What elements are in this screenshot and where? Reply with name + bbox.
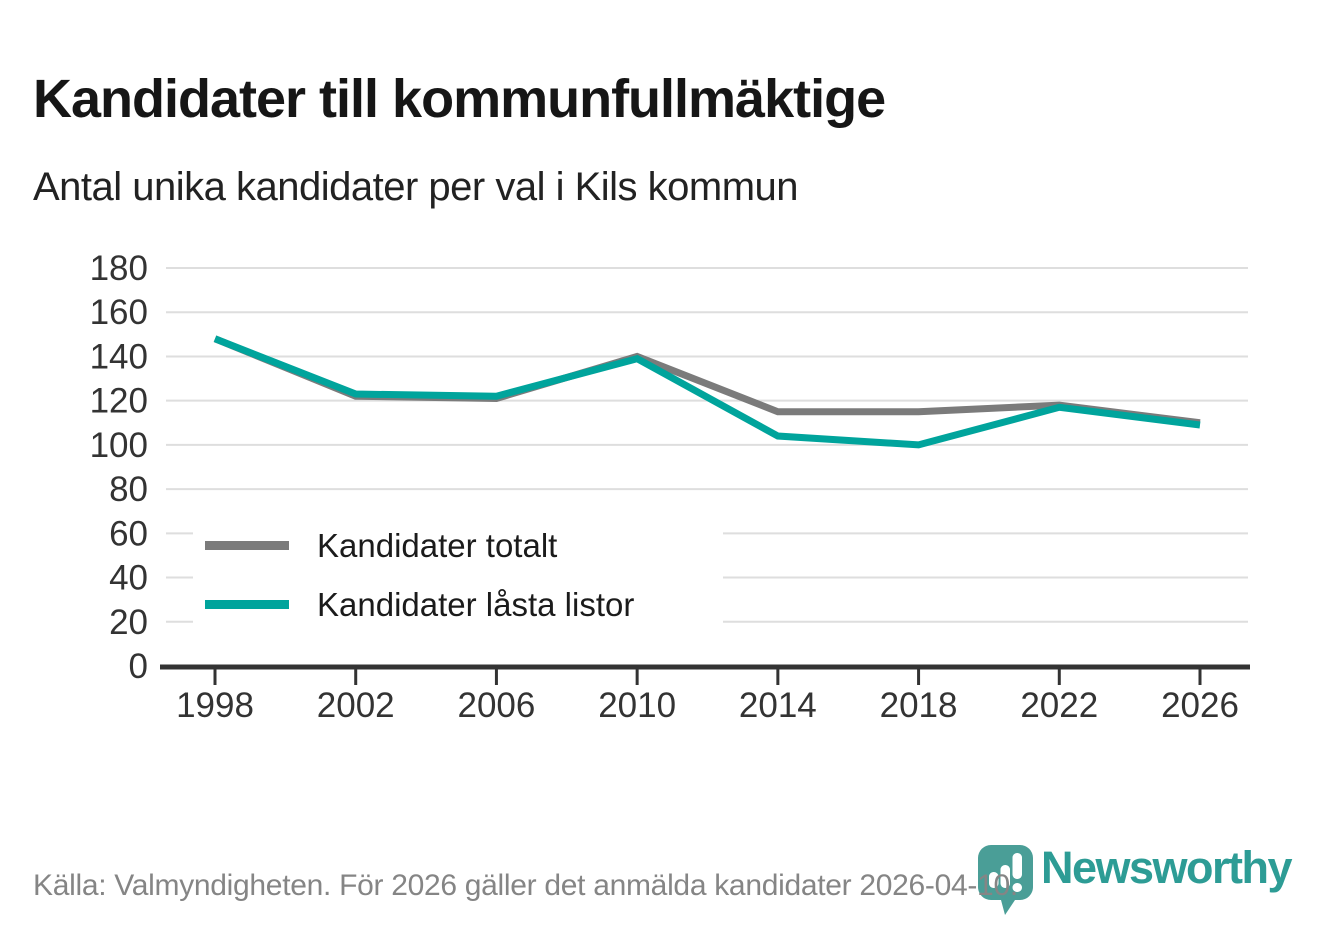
series-line [213, 335, 1201, 449]
x-tick-label: 2010 [598, 686, 676, 725]
legend-swatch [205, 541, 289, 550]
y-tick-label: 140 [90, 337, 148, 376]
y-tick-label: 80 [109, 470, 148, 509]
x-tick-label: 2006 [457, 686, 535, 725]
y-tick-label: 0 [129, 647, 148, 686]
newsworthy-wordmark: Newsworthy [1041, 842, 1293, 893]
logo-bar-short [989, 872, 999, 888]
legend-swatch [205, 600, 289, 609]
x-tick-label: 2002 [317, 686, 395, 725]
logo-exclamation-bar [1012, 853, 1022, 879]
legend-label: Kandidater låsta listor [317, 585, 635, 623]
x-tick-label: 1998 [176, 686, 254, 725]
y-tick-label: 180 [90, 249, 148, 288]
source-note: Källa: Valmyndigheten. För 2026 gäller d… [33, 869, 1018, 902]
logo-exclamation-dot [1012, 883, 1022, 892]
legend-label: Kandidater totalt [317, 526, 558, 564]
y-tick-label: 60 [109, 514, 148, 553]
newsworthy-logo: Newsworthy [977, 842, 1293, 925]
newsworthy-pin-icon [978, 845, 1033, 915]
legend: Kandidater totalt Kandidater låsta listor [193, 516, 723, 634]
legend-item: Kandidater låsta listor [193, 580, 723, 630]
page-title: Kandidater till kommunfullmäktige [33, 69, 886, 130]
x-tick-label: 2018 [880, 686, 958, 725]
y-tick-label: 40 [109, 559, 148, 598]
y-tick-label: 160 [90, 293, 148, 332]
legend-item: Kandidater totalt [193, 521, 723, 571]
y-tick-label: 100 [90, 426, 148, 465]
y-tick-label: 20 [109, 603, 148, 642]
logo-bar-medium [1000, 865, 1010, 888]
y-tick-label: 120 [90, 382, 148, 421]
x-tick-label: 2026 [1161, 686, 1239, 725]
chart-subtitle: Antal unika kandidater per val i Kils ko… [33, 165, 799, 209]
x-tick-label: 2014 [739, 686, 817, 725]
x-tick-label: 2022 [1020, 686, 1098, 725]
